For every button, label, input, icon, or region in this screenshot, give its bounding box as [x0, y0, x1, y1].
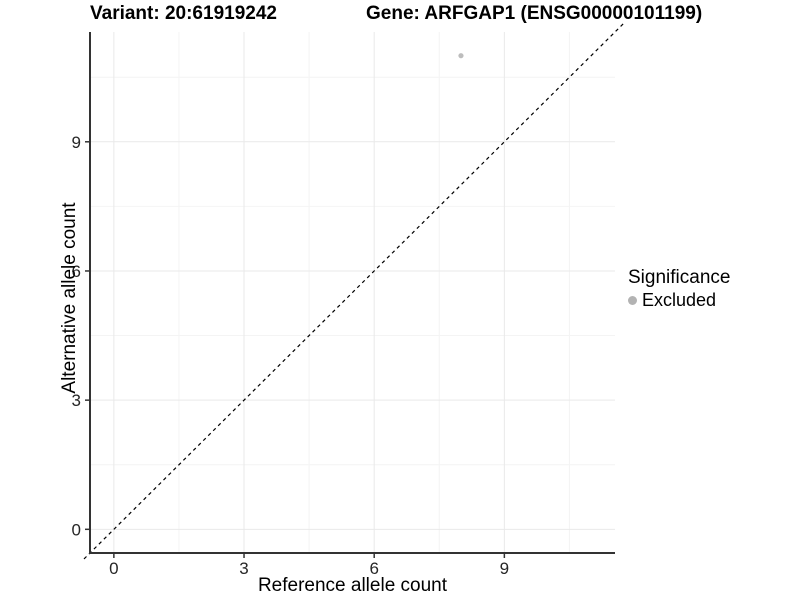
legend: Significance Excluded	[628, 266, 730, 311]
legend-item-label: Excluded	[642, 290, 717, 310]
data-point	[458, 53, 464, 59]
x-tick-label: 0	[109, 559, 118, 578]
plot-title-gene: Gene: ARFGAP1 (ENSG00000101199)	[366, 3, 703, 24]
y-tick-label: 3	[72, 391, 81, 410]
x-tick-label: 9	[500, 559, 509, 578]
legend-marker-excluded-icon	[628, 295, 637, 305]
y-axis-title: Alternative allele count	[59, 202, 80, 394]
legend-title: Significance	[628, 267, 731, 288]
legend-item-excluded: Excluded	[628, 289, 730, 311]
plot-title-variant: Variant: 20:61919242	[90, 3, 277, 24]
x-tick-label: 6	[369, 559, 378, 578]
y-tick-label: 9	[72, 133, 81, 152]
y-tick-label: 6	[72, 262, 81, 281]
identity-line	[83, 22, 625, 560]
y-tick-label: 0	[72, 520, 81, 539]
x-tick-label: 3	[239, 559, 248, 578]
x-axis-title: Reference allele count	[257, 575, 448, 596]
